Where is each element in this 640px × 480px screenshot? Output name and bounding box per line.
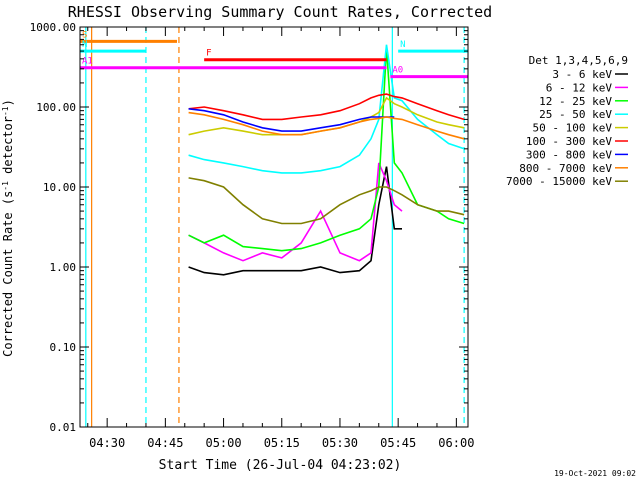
data-layer <box>85 27 465 427</box>
chart-title: RHESSI Observing Summary Count Rates, Co… <box>68 3 492 21</box>
y-axis-label-exponent-2: -1 <box>1 106 10 116</box>
series-line-25-50-kev <box>188 44 465 174</box>
x-tick-label: 05:45 <box>380 436 416 450</box>
x-tick-label: 04:45 <box>147 436 183 450</box>
y-tick-label: 1.00 <box>50 261 77 274</box>
series-line-800-7000-kev <box>188 111 465 140</box>
plot-frame <box>79 26 469 428</box>
x-tick-label: 05:30 <box>322 436 358 450</box>
y-axis: 0.01 0.10 1.00 10.00 100.00 1000.00 <box>30 21 468 434</box>
y-tick-label: 100.00 <box>36 101 76 114</box>
y-axis-label-end: ) <box>1 99 15 106</box>
legend-label-25-50-kev: 25 - 50 keV <box>539 108 612 121</box>
series-line-6-12-kev <box>188 162 403 262</box>
series-line-100-300-kev <box>188 93 465 121</box>
generation-date: 19-Oct-2021 09:02 <box>554 469 636 478</box>
flag-label-a0-6: A0 <box>392 66 403 76</box>
legend-label-3-6-kev: 3 - 6 keV <box>552 68 612 81</box>
x-tick-label: 05:00 <box>205 436 241 450</box>
x-axis: 04:30 04:45 05:00 05:15 05:30 05:45 06:00 <box>87 27 474 450</box>
flag-label-s-1: S <box>82 30 87 40</box>
y-axis-label-main: Corrected Count Rate (s <box>1 191 15 357</box>
legend-label-100-300-kev: 100 - 300 keV <box>526 135 612 148</box>
y-tick-label: 1000.00 <box>30 21 76 34</box>
legend-label-12-25-kev: 12 - 25 keV <box>539 95 612 108</box>
y-axis-label-mid: detector <box>1 116 15 181</box>
y-axis-label: Corrected Count Rate (s-1 detector-1) <box>1 99 15 357</box>
flag-label-n-3: N <box>400 40 405 50</box>
legend-label-300-800-kev: 300 - 800 keV <box>526 148 612 161</box>
legend-label-50-100-kev: 50 - 100 keV <box>533 122 613 135</box>
flag-label-a1-5: A1 <box>82 57 93 67</box>
series-line-12-25-kev <box>188 47 465 252</box>
x-tick-label: 04:30 <box>89 436 125 450</box>
y-tick-label: 0.10 <box>50 341 77 354</box>
legend-title: Det 1,3,4,5,6,9 <box>529 54 628 67</box>
flag-label-f-4: F <box>206 49 211 59</box>
y-tick-label: 0.01 <box>50 421 77 434</box>
x-tick-label: 05:15 <box>264 436 300 450</box>
y-axis-label-exponent-1: -1 <box>1 181 10 191</box>
legend-label-7000-15000-kev: 7000 - 15000 keV <box>506 175 612 188</box>
x-tick-label: 06:00 <box>438 436 474 450</box>
x-axis-label: Start Time (26-Jul-04 04:23:02) <box>159 458 402 473</box>
y-tick-label: 10.00 <box>43 181 76 194</box>
series-line-7000-15000-kev <box>188 177 465 225</box>
flag-label-n-2: N <box>82 40 87 50</box>
legend-label-6-12-kev: 6 - 12 keV <box>546 81 613 94</box>
series-line-300-800-kev <box>188 108 395 132</box>
series-line-3-6-kev <box>188 166 402 276</box>
legend-label-800-7000-kev: 800 - 7000 keV <box>519 162 612 175</box>
